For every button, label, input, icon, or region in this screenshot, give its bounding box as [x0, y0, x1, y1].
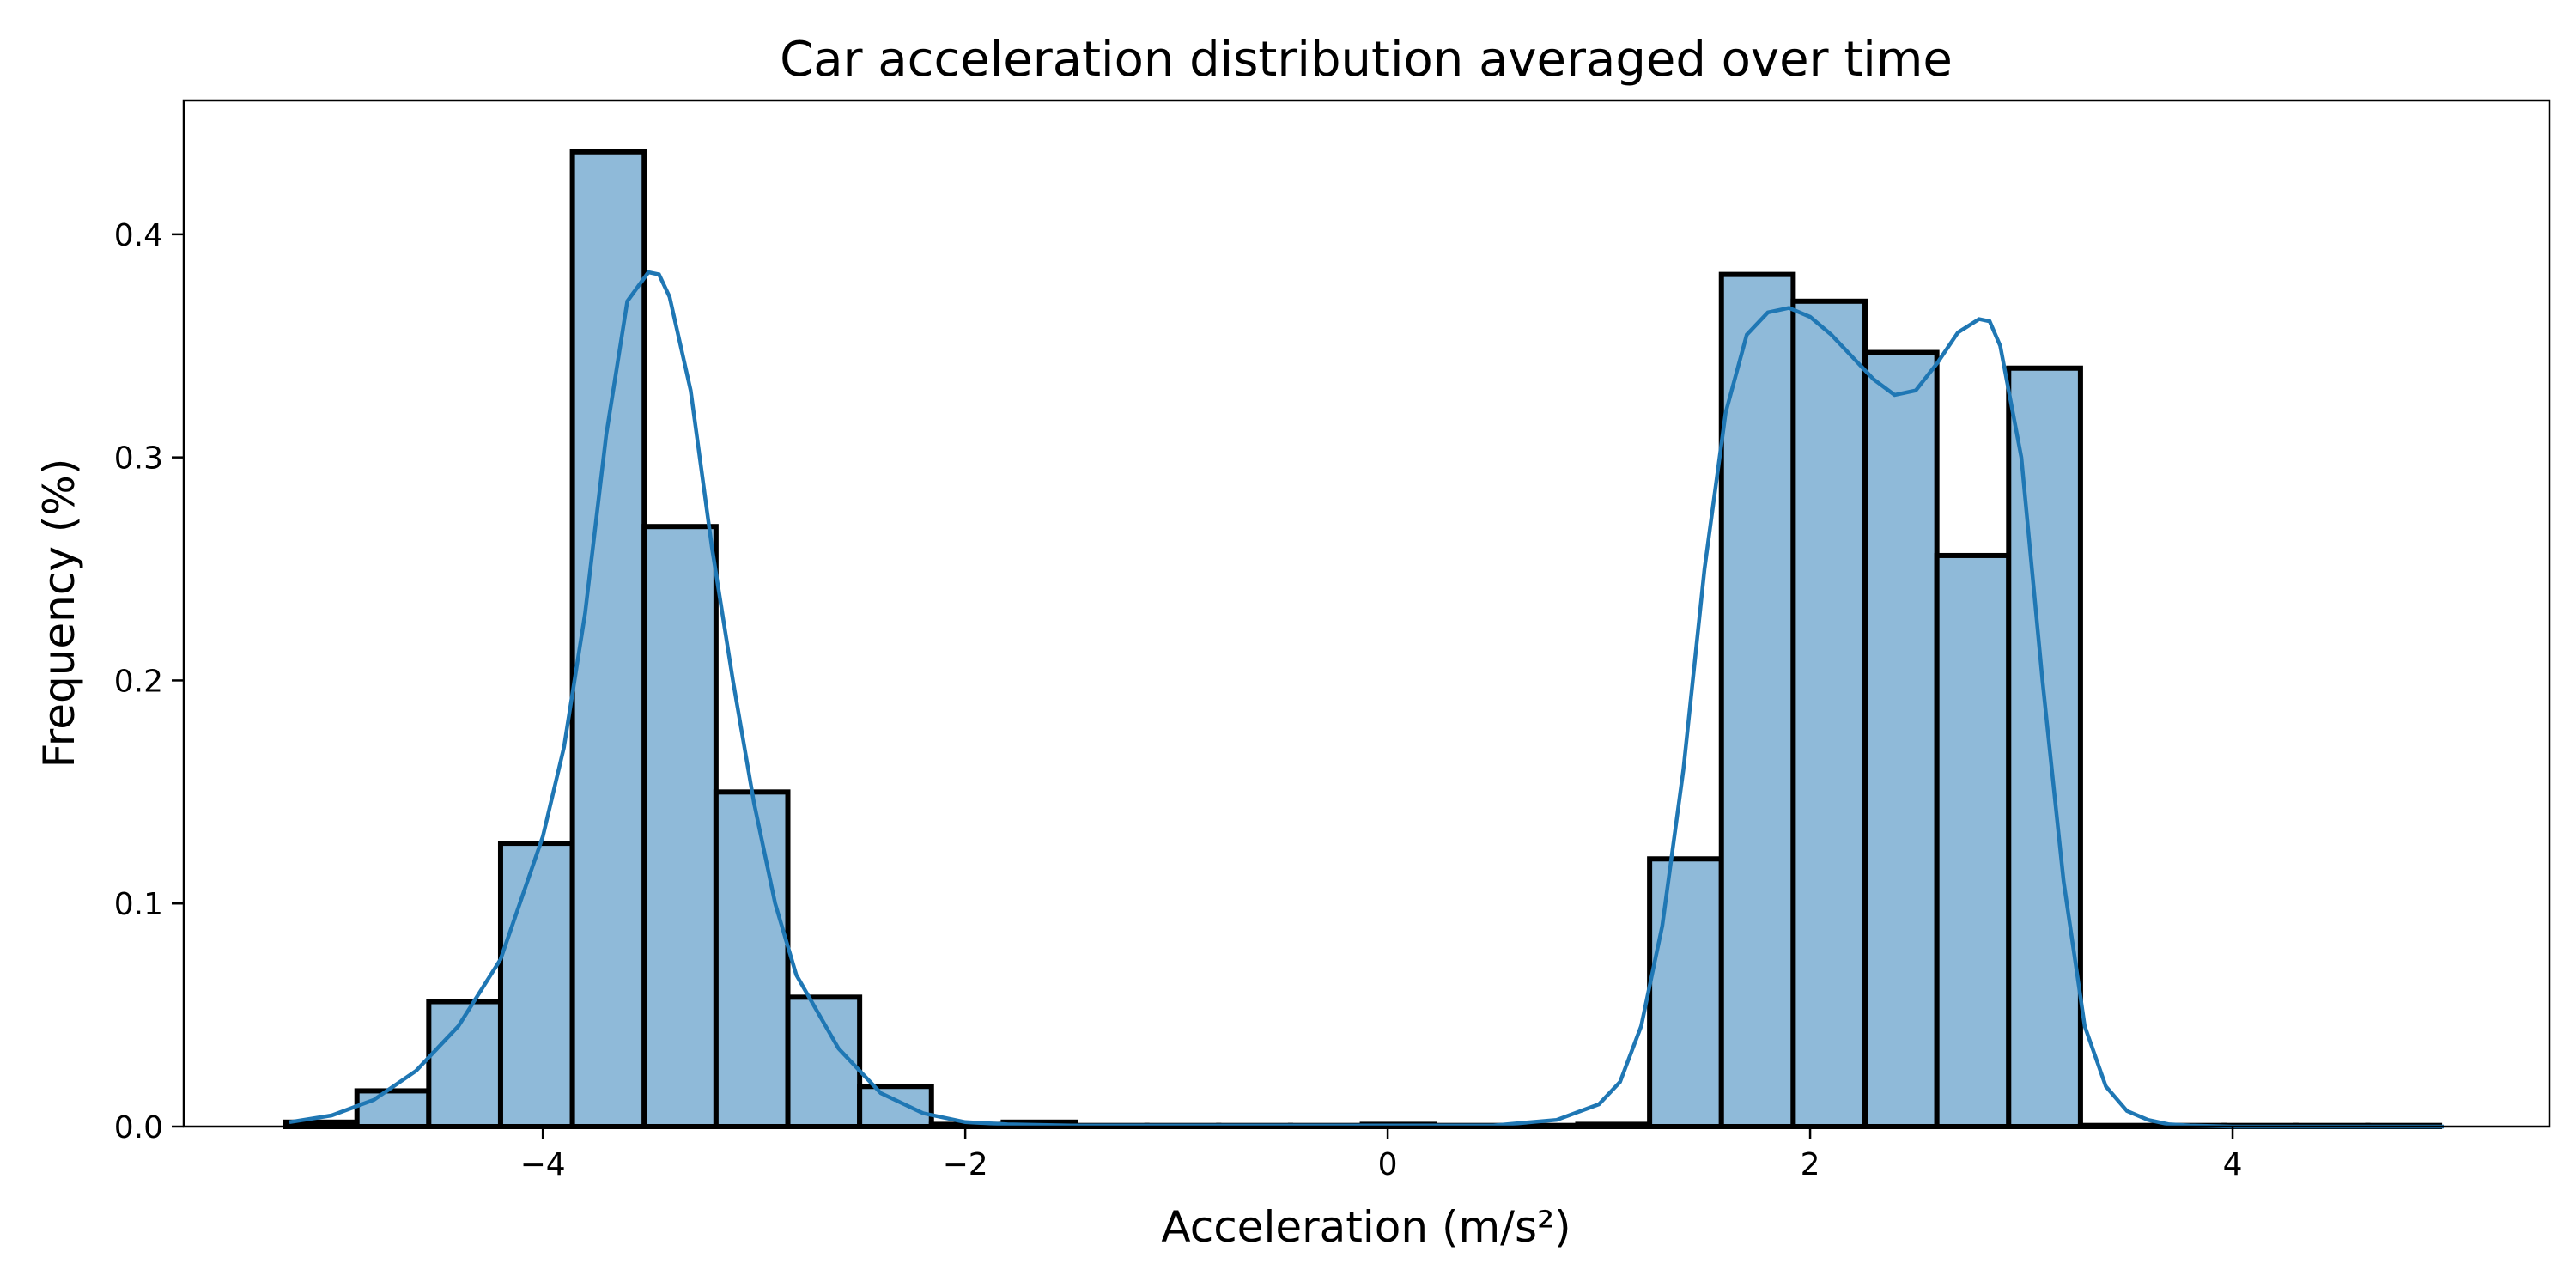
histogram-bar-22 [1862, 349, 1940, 1129]
y-tick-label: 0.2 [114, 664, 163, 699]
histogram-bar-4 [569, 149, 647, 1129]
plot-area [182, 99, 2551, 1130]
histogram-bar-8 [857, 1084, 934, 1129]
chart-title: Car acceleration distribution averaged o… [780, 32, 1953, 88]
x-tick-label: 0 [1378, 1147, 1398, 1182]
histogram-bar-5 [641, 524, 719, 1129]
y-tick-label: 0.0 [114, 1110, 163, 1145]
y-axis-label: Frequency (%) [34, 459, 84, 769]
histogram-bar-21 [1790, 298, 1868, 1129]
x-axis-ticks: −4 −2 0 2 4 [520, 1127, 2243, 1182]
y-axis-ticks: 0.0 0.1 0.2 0.3 0.4 [114, 218, 184, 1145]
histogram-bar-3 [497, 841, 575, 1130]
histogram-bar-1 [354, 1088, 432, 1130]
y-tick-label: 0.3 [114, 441, 163, 477]
histogram-bar-6 [713, 789, 791, 1130]
histogram-bar-20 [1718, 271, 1796, 1129]
histogram-bars [283, 149, 2443, 1130]
histogram-bar-19 [1647, 856, 1724, 1129]
histogram-bar-2 [426, 999, 503, 1130]
histogram-bar-24 [2006, 365, 2083, 1129]
x-axis-label: Acceleration (m/s²) [1161, 1202, 1571, 1252]
density-curve-line [289, 270, 2445, 1129]
x-tick-label: −4 [520, 1147, 566, 1182]
x-tick-label: 4 [2223, 1147, 2243, 1182]
x-tick-label: −2 [943, 1147, 988, 1182]
histogram-bar-23 [1934, 552, 2012, 1129]
plot-frame [182, 99, 2551, 1128]
y-tick-label: 0.1 [114, 887, 163, 922]
x-tick-label: 2 [1801, 1147, 1820, 1182]
y-tick-label: 0.4 [114, 218, 163, 253]
histogram-bar-7 [785, 994, 863, 1129]
